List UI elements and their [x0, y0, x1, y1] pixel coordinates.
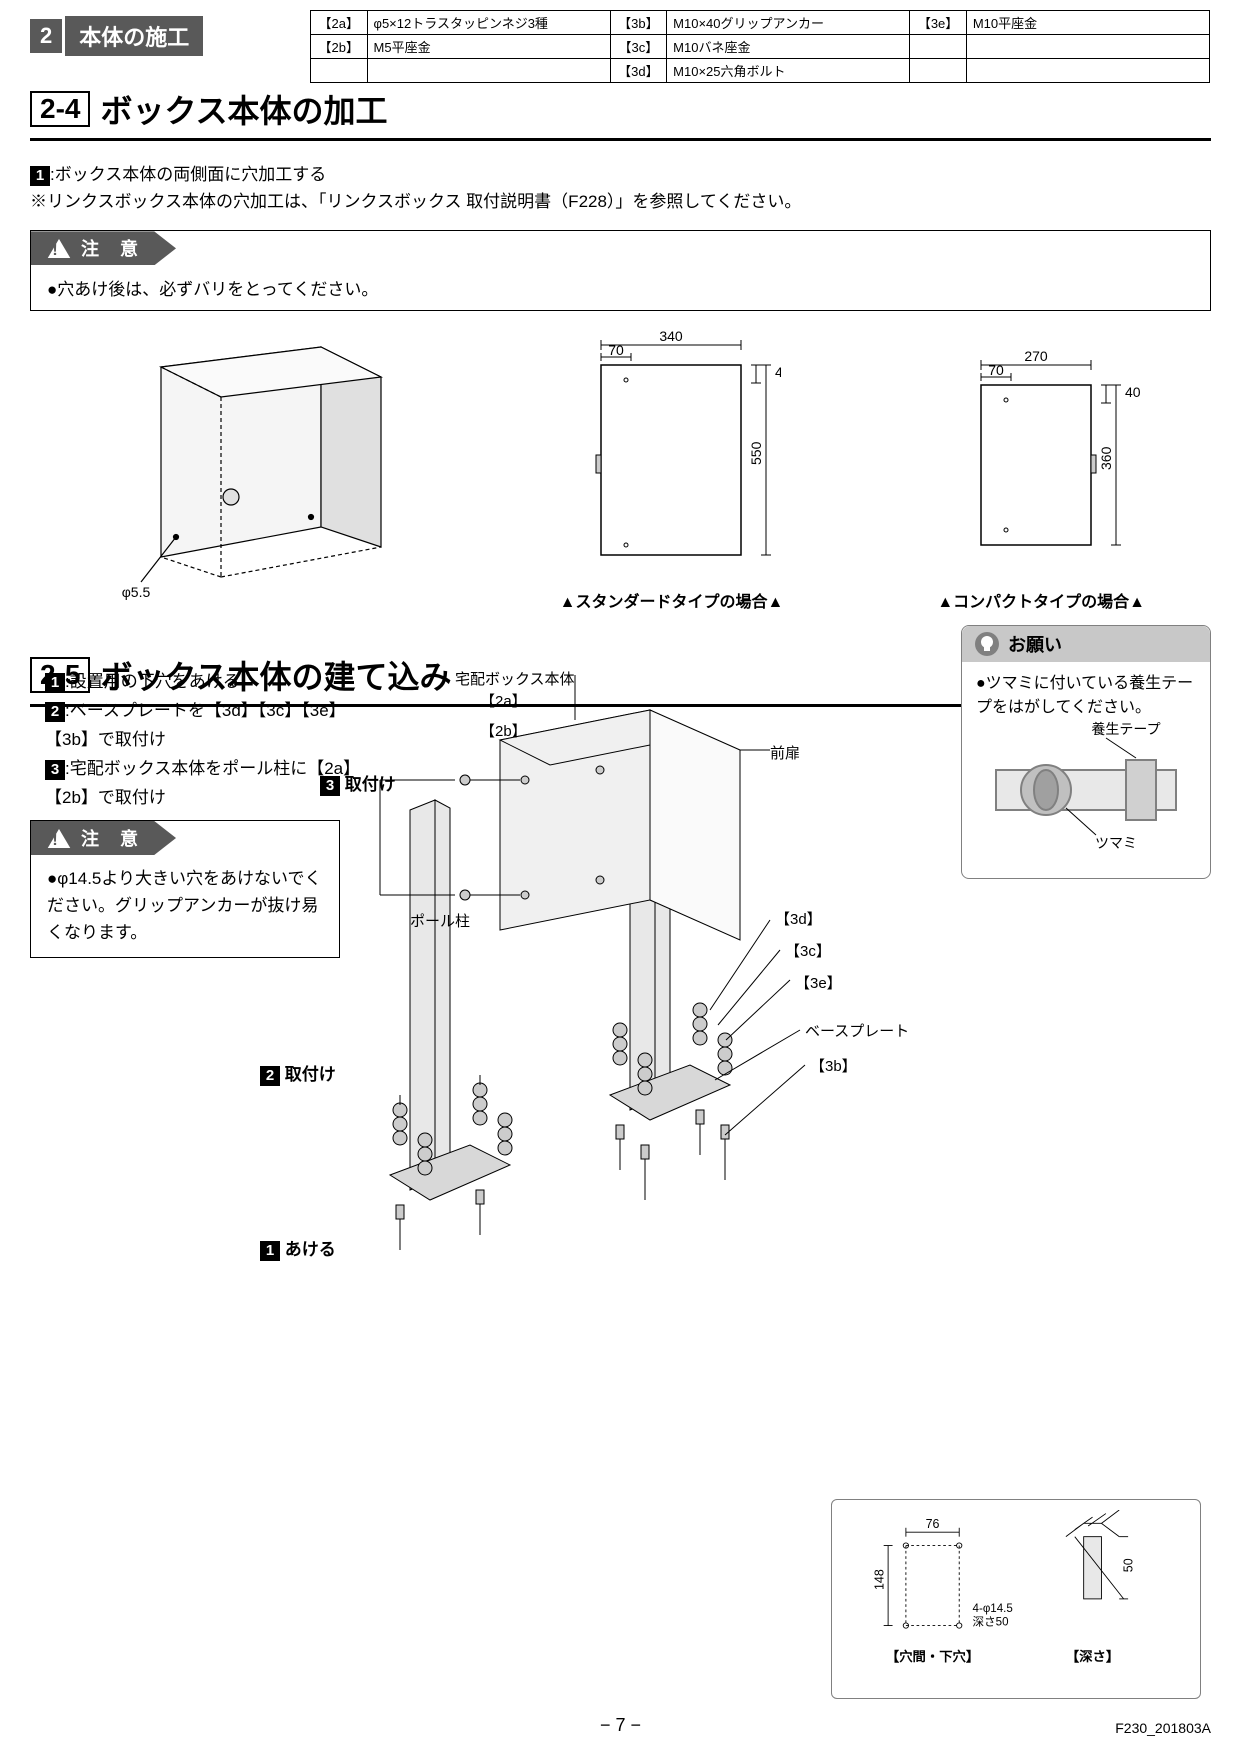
subsection-2-4: 2-4 ボックス本体の加工 — [30, 86, 1211, 141]
hole-dia-label: φ5.5 — [122, 584, 151, 600]
caution-label: ! 注 意 — [31, 231, 176, 265]
caution-label: ! 注 意 — [31, 821, 176, 855]
request-label: お願い — [1008, 631, 1062, 657]
front-door-label: 前扉 — [770, 742, 800, 763]
document-code: F230_201803A — [1115, 1720, 1211, 1736]
box-isometric-diagram: φ5.5 — [30, 327, 472, 612]
svg-text:!: ! — [52, 242, 65, 259]
caution-header: ! 注 意 — [31, 821, 339, 855]
step2-callout: 2 取付け — [260, 1060, 336, 1086]
cell: 【3c】 — [610, 35, 667, 59]
pole-label: ポール柱 — [410, 910, 470, 931]
request-box: お願い ●ツマミに付いている養生テープをはがしてください。 養生テープ ツマミ — [961, 625, 1211, 879]
svg-text:340: 340 — [660, 328, 684, 344]
caution-text: ●穴あけ後は、必ずバリをとってください。 — [31, 265, 1210, 310]
cell: 【2b】 — [311, 35, 368, 59]
box-label: 宅配ボックス本体 — [455, 668, 575, 689]
caution-box-1: ! 注 意 ●穴あけ後は、必ずバリをとってください。 — [30, 230, 1211, 311]
step-1-marker: 1 — [45, 673, 65, 693]
subsection-number: 2-4 — [30, 91, 90, 127]
svg-text:40: 40 — [775, 364, 781, 380]
svg-text:【深さ】: 【深さ】 — [1066, 1648, 1119, 1664]
request-text: ●ツマミに付いている養生テープをはがしてください。 — [976, 672, 1196, 720]
svg-text:【穴間・下穴】: 【穴間・下穴】 — [886, 1648, 979, 1664]
step-3-marker: 3 — [45, 760, 65, 780]
compact-diagram: 270 70 40 360 ▲コンパクトタイプの場合▲ — [871, 325, 1211, 612]
caution-text: ●φ14.5より大きい穴をあけないでください。グリップアンカーが抜け易くなります… — [31, 855, 339, 957]
warning-icon: ! — [45, 826, 73, 850]
svg-text:養生テープ: 養生テープ — [1091, 721, 1160, 737]
step-1-text: :設置用の下穴をあける — [65, 672, 240, 691]
standard-caption: ▲スタンダードタイプの場合▲ — [502, 588, 842, 612]
diagram-row-2-4: φ5.5 340 70 40 550 ▲スタンダードタイプの場合▲ — [30, 325, 1211, 612]
cell: 【2a】 — [311, 11, 368, 35]
baseplate-label: ベースプレート — [805, 1020, 909, 1041]
svg-text:40: 40 — [1125, 384, 1141, 400]
step1-callout: 1 あける — [260, 1235, 336, 1261]
section-number: 2 — [30, 19, 62, 53]
ref-3e: 【3e】 — [795, 972, 842, 993]
request-header: お願い — [962, 626, 1210, 662]
cell — [311, 59, 368, 83]
svg-text:!: ! — [52, 832, 65, 849]
caution-box-2: ! 注 意 ●φ14.5より大きい穴をあけないでください。グリップアンカーが抜け… — [30, 820, 340, 958]
svg-text:4-φ14.5: 4-φ14.5 — [973, 1603, 1013, 1615]
step-2-marker: 2 — [45, 702, 65, 722]
step-1-text: :ボックス本体の両側面に穴加工する — [50, 165, 326, 184]
ref-2b: 【2b】 — [480, 720, 527, 741]
svg-text:70: 70 — [988, 362, 1004, 378]
cell: 【3b】 — [610, 11, 667, 35]
note-text: ※リンクスボックス本体の穴加工は、「リンクスボックス 取付説明書（F228）」を… — [30, 192, 801, 211]
cell: M10×25六角ボルト — [667, 59, 910, 83]
svg-text:148: 148 — [873, 1569, 887, 1590]
svg-text:70: 70 — [609, 342, 625, 358]
svg-text:深さ50: 深さ50 — [973, 1615, 1009, 1629]
ref-3c: 【3c】 — [785, 940, 831, 961]
svg-text:76: 76 — [926, 1517, 940, 1531]
standard-diagram: 340 70 40 550 ▲スタンダードタイプの場合▲ — [502, 325, 842, 612]
request-body: ●ツマミに付いている養生テープをはがしてください。 養生テープ ツマミ — [962, 662, 1210, 878]
body-text: 1:ボックス本体の両側面に穴加工する ※リンクスボックス本体の穴加工は、「リンク… — [30, 161, 1211, 215]
cell: 【3e】 — [910, 11, 967, 35]
warning-icon: ! — [45, 236, 73, 260]
cell — [910, 59, 967, 83]
ref-3d: 【3d】 — [775, 908, 822, 929]
section-title: 本体の施工 — [65, 16, 203, 56]
page-number: − 7 − — [600, 1715, 641, 1736]
hole-dimension-box: 76 148 4-φ14.5 深さ50 50 【穴間・下穴】 【深さ】 — [831, 1499, 1201, 1699]
main-assembly-diagram: 宅配ボックス本体 【2a】 【2b】 3 取付け 前扉 ポール柱 【3d】 【3… — [350, 620, 970, 1260]
compact-caption: ▲コンパクトタイプの場合▲ — [871, 588, 1211, 612]
cell: 【3d】 — [610, 59, 667, 83]
svg-text:270: 270 — [1024, 348, 1048, 364]
ref-2a: 【2a】 — [480, 690, 527, 711]
svg-text:360: 360 — [1098, 447, 1114, 471]
subsection-title: ボックス本体の加工 — [100, 86, 387, 132]
cell — [966, 59, 1209, 83]
ref-3b: 【3b】 — [810, 1055, 857, 1076]
step-2-text: :ベースプレートを【3d】【3c】【3e】【3b】で取付け — [45, 701, 346, 749]
step3-callout: 3 取付け — [320, 770, 396, 796]
caution-header: ! 注 意 — [31, 231, 1210, 265]
svg-text:550: 550 — [748, 442, 764, 466]
svg-text:50: 50 — [1122, 1558, 1136, 1572]
step-3-text: :宅配ボックス本体をポール柱に【2a】【2b】で取付け — [45, 759, 360, 807]
step-1-marker: 1 — [30, 166, 50, 186]
lightbulb-icon — [974, 631, 1000, 657]
knob-diagram: 養生テープ ツマミ — [976, 720, 1196, 860]
svg-text:ツマミ: ツマミ — [1095, 835, 1137, 851]
cell — [367, 59, 610, 83]
